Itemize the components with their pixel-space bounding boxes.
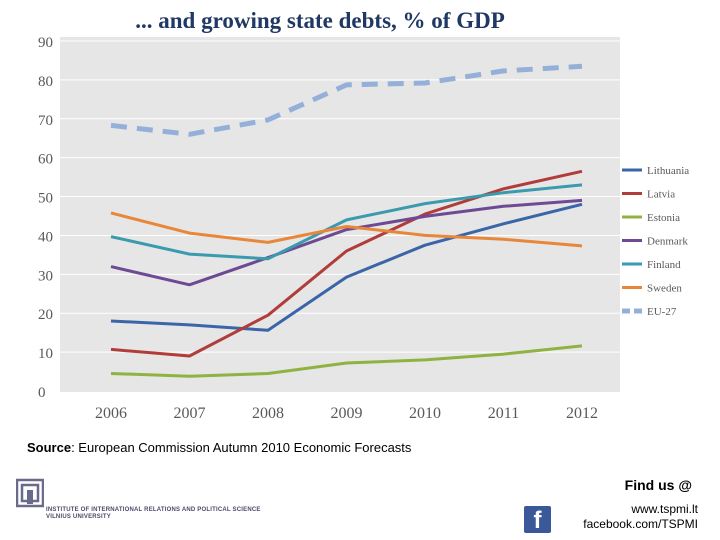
y-tick-label: 60	[38, 152, 53, 168]
institute-name: INSTITUTE OF INTERNATIONAL RELATIONS AND…	[46, 507, 261, 521]
series-line-estonia	[110, 344, 583, 378]
y-tick-label: 0	[38, 385, 46, 401]
legend-label: Sweden	[647, 283, 682, 295]
series-line-latvia	[110, 169, 583, 358]
contact-info: www.tspmi.lt facebook.com/TSPMI	[583, 502, 698, 532]
legend-label: Estonia	[647, 212, 680, 224]
chart-title: ... and growing state debts, % of GDP	[135, 8, 505, 33]
y-tick-label: 20	[38, 307, 53, 323]
legend-label: Finland	[647, 259, 681, 271]
x-tick-label: 2006	[95, 405, 127, 422]
y-tick-label: 40	[38, 229, 53, 245]
y-tick-label: 70	[38, 113, 53, 129]
legend-label: EU-27	[647, 306, 677, 318]
y-tick-label: 50	[38, 191, 53, 207]
x-tick-label: 2011	[488, 405, 519, 422]
x-tick-label: 2007	[174, 405, 206, 422]
series-line-sweden	[110, 211, 583, 248]
series-line-denmark	[110, 198, 583, 287]
source-label: Source	[27, 440, 72, 455]
series-line-eu-27	[110, 63, 583, 137]
legend: Lithuania Latvia Estonia Denmark Finland Swed…	[622, 165, 689, 318]
y-axis-ticks: 0 10 20 30 40 50 60 70 80 90	[38, 35, 53, 401]
institute-line-1: INSTITUTE OF INTERNATIONAL RELATIONS AND…	[46, 507, 261, 513]
x-axis-ticks: 2006 2007 2008 2009 2010 2011 2012	[95, 405, 598, 422]
y-tick-label: 30	[38, 268, 53, 284]
x-tick-label: 2010	[409, 405, 441, 422]
source-text: : European Commission Autumn 2010 Econom…	[71, 440, 412, 455]
legend-label: Lithuania	[647, 165, 689, 177]
x-tick-label: 2012	[566, 405, 598, 422]
y-tick-label: 10	[38, 346, 53, 362]
facebook-icon[interactable]: f	[524, 506, 551, 533]
find-us-label: Find us @	[624, 477, 692, 493]
series-lines	[110, 63, 583, 378]
plot-area	[60, 37, 620, 392]
series-line-lithuania	[110, 202, 583, 332]
series-line-finland	[110, 183, 583, 261]
x-tick-label: 2008	[252, 405, 284, 422]
tspmi-logo-icon	[16, 478, 44, 508]
facebook-link[interactable]: facebook.com/TSPMI	[583, 517, 698, 531]
legend-label: Denmark	[647, 236, 688, 248]
source-note: Source: European Commission Autumn 2010 …	[27, 440, 411, 455]
website-link[interactable]: www.tspmi.lt	[631, 502, 698, 516]
y-tick-label: 90	[38, 35, 53, 51]
institute-line-2: VILNIUS UNIVERSITY	[46, 514, 111, 520]
legend-label: Latvia	[647, 189, 675, 201]
y-tick-label: 80	[38, 74, 53, 90]
x-tick-label: 2009	[331, 405, 363, 422]
